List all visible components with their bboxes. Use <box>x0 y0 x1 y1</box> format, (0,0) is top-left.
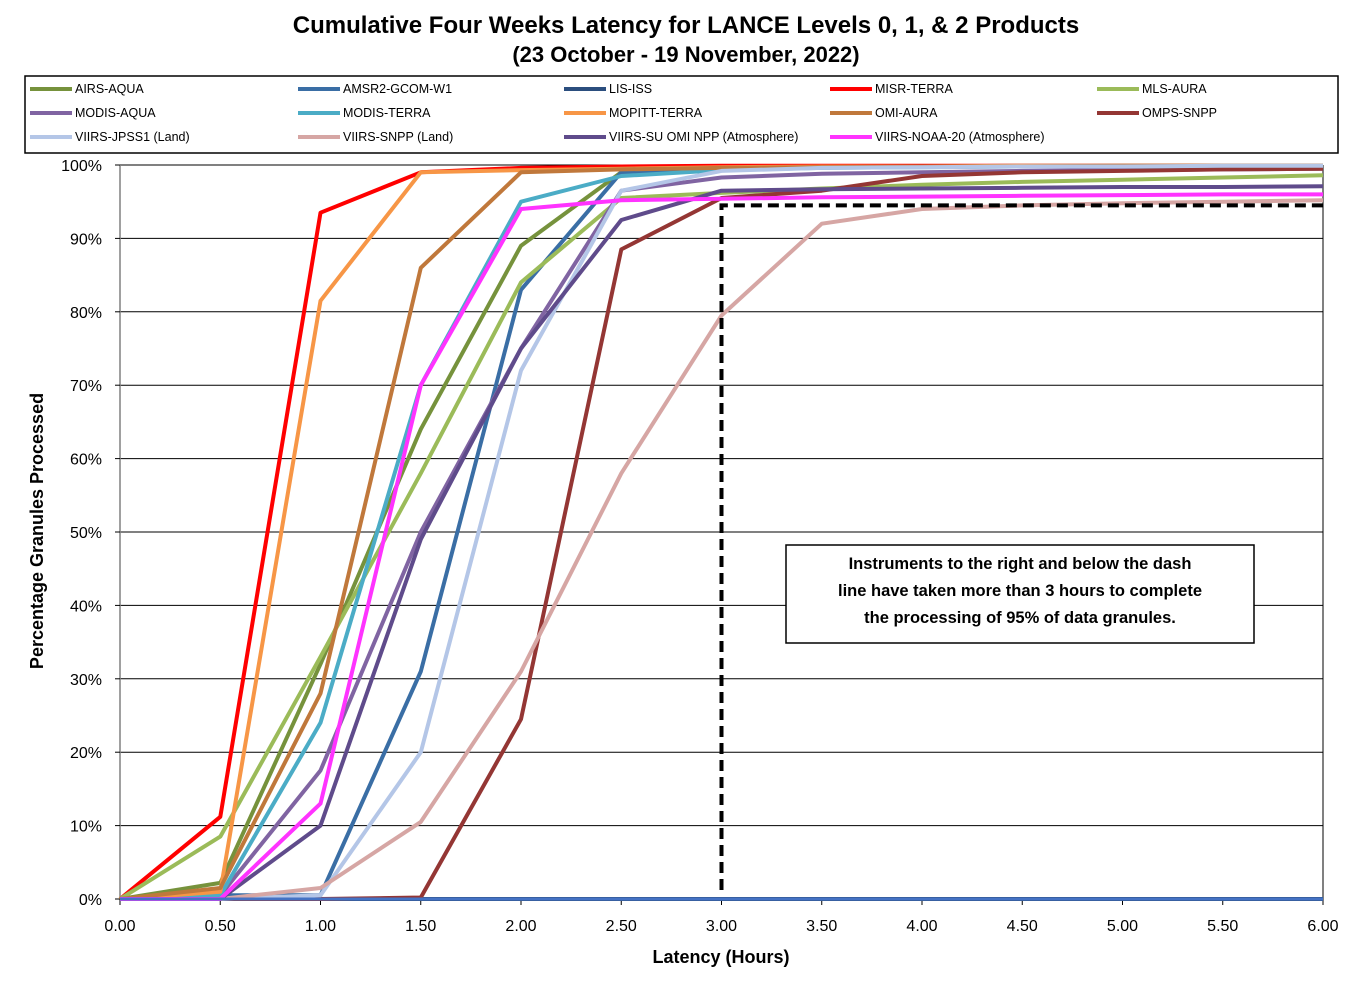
legend-label: AIRS-AQUA <box>75 82 144 96</box>
x-tick-label: 3.50 <box>806 918 837 935</box>
x-tick-label: 1.50 <box>405 918 436 935</box>
annotation-box <box>785 544 1255 644</box>
series-line <box>120 163 1323 901</box>
legend-label: VIIRS-SNPP (Land) <box>343 130 453 144</box>
legend-label: VIIRS-JPSS1 (Land) <box>75 130 190 144</box>
x-tick-label: 6.00 <box>1307 918 1338 935</box>
x-tick-label: 4.50 <box>1007 918 1038 935</box>
legend-label: MODIS-AQUA <box>75 106 156 120</box>
legend-label: LIS-ISS <box>609 82 652 96</box>
y-tick-label: 70% <box>70 378 102 395</box>
y-tick-label: 30% <box>70 672 102 689</box>
annotation-text: Instruments to the right and below the d… <box>838 555 1202 627</box>
y-tick-label: 20% <box>70 745 102 762</box>
annotation-line: the processing of 95% of data granules. <box>864 609 1176 627</box>
legend: AIRS-AQUA AMSR2-GCOM-W1 LIS-ISS MISR-TERRA M… <box>30 82 1217 144</box>
annotation-line: Instruments to the right and below the d… <box>849 555 1192 573</box>
x-tick-label: 3.00 <box>706 918 737 935</box>
legend-label: MLS-AURA <box>1142 82 1207 96</box>
legend-label: OMPS-SNPP <box>1142 106 1217 120</box>
x-tick-label: 5.50 <box>1207 918 1238 935</box>
chart-subtitle: (23 October - 19 November, 2022) <box>512 42 859 67</box>
series-line <box>120 192 1323 901</box>
annotation-line: line have taken more than 3 hours to com… <box>838 582 1202 600</box>
y-tick-label: 40% <box>70 598 102 615</box>
legend-label: MODIS-TERRA <box>343 106 431 120</box>
y-tick-label: 0% <box>79 892 102 909</box>
chart-title: Cumulative Four Weeks Latency for LANCE … <box>293 12 1079 39</box>
series-lines <box>118 163 1324 901</box>
y-axis-ticks: 0% 10% 20% 30% 40% 50% 60% 70% 80% 90% 100% <box>61 158 120 909</box>
legend-label: VIIRS-NOAA-20 (Atmosphere) <box>875 130 1045 144</box>
legend-label: VIIRS-SU OMI NPP (Atmosphere) <box>609 130 798 144</box>
x-tick-label: 1.00 <box>305 918 336 935</box>
y-tick-label: 90% <box>70 231 102 248</box>
y-tick-label: 60% <box>70 452 102 469</box>
y-axis-label: Percentage Granules Processed <box>27 393 47 669</box>
x-tick-label: 5.00 <box>1107 918 1138 935</box>
x-tick-label: 0.50 <box>205 918 236 935</box>
legend-label: AMSR2-GCOM-W1 <box>343 82 452 96</box>
y-tick-label: 10% <box>70 819 102 836</box>
series-line <box>120 198 1324 901</box>
series-line <box>118 173 1324 901</box>
x-axis-label: Latency (Hours) <box>652 947 789 967</box>
legend-label: OMI-AURA <box>875 106 938 120</box>
y-tick-label: 50% <box>70 525 102 542</box>
series-line <box>120 184 1324 901</box>
x-tick-label: 2.50 <box>606 918 637 935</box>
y-tick-label: 80% <box>70 305 102 322</box>
threshold-dashed-line <box>719 203 1323 890</box>
x-tick-label: 4.00 <box>906 918 937 935</box>
x-axis-ticks: 0.00 0.50 1.00 1.50 2.00 2.50 3.00 3.50 4.00 4.50… <box>104 899 1339 935</box>
x-tick-label: 0.00 <box>104 918 135 935</box>
legend-label: MISR-TERRA <box>875 82 953 96</box>
x-tick-label: 2.00 <box>505 918 536 935</box>
y-tick-label: 100% <box>61 158 102 175</box>
legend-label: MOPITT-TERRA <box>609 106 703 120</box>
threshold-path <box>719 203 1323 890</box>
